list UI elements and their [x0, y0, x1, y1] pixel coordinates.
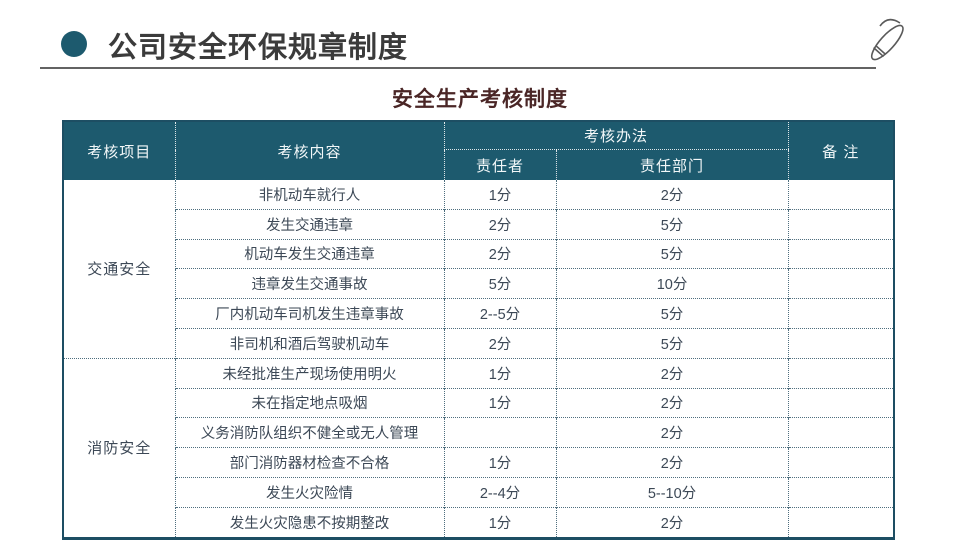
cell-remark	[787, 387, 895, 418]
cell-remark	[787, 268, 895, 299]
cell-department: 5分	[555, 298, 789, 329]
table-row: 义务消防队组织不健全或无人管理 2分	[63, 417, 895, 448]
cell-remark	[787, 447, 895, 478]
header-item: 考核项目	[63, 121, 175, 180]
cell-person: 1分	[443, 180, 556, 210]
header-content: 考核内容	[174, 121, 444, 180]
header-method: 考核办法	[443, 121, 789, 150]
table-row: 机动车发生交通违章 2分 5分	[63, 238, 895, 269]
cell-person: 1分	[443, 357, 556, 389]
cell-department: 5分	[555, 238, 789, 269]
cell-department: 2分	[555, 357, 789, 389]
page-title: 公司安全环保规章制度	[108, 32, 409, 64]
table-row: 厂内机动车司机发生违章事故 2--5分 5分	[63, 298, 895, 329]
cell-content: 机动车发生交通违章	[174, 238, 444, 269]
header-responsible-person: 责任者	[443, 149, 556, 180]
cell-content: 非司机和酒后驾驶机动车	[174, 327, 444, 359]
table-row: 发生火灾险情 2--4分 5--10分	[63, 476, 895, 508]
cell-person: 1分	[443, 447, 556, 478]
cell-remark	[787, 357, 895, 389]
cell-department: 5分	[555, 208, 789, 240]
table-header: 考核项目 考核内容 考核办法 备 注 责任者 责任部门	[63, 121, 895, 180]
cell-content: 厂内机动车司机发生违章事故	[174, 298, 444, 329]
table-row: 发生火灾隐患不按期整改 1分 2分	[63, 506, 895, 539]
cell-department: 2分	[555, 180, 789, 210]
cell-content: 发生火灾险情	[174, 476, 444, 508]
cell-person	[443, 417, 556, 448]
cell-content: 义务消防队组织不健全或无人管理	[174, 417, 444, 448]
cell-department: 2分	[555, 417, 789, 448]
cell-person: 2分	[443, 238, 556, 269]
cell-remark	[787, 238, 895, 269]
cell-remark	[787, 180, 895, 210]
cell-content: 发生交通违章	[174, 208, 444, 240]
table-row: 违章发生交通事故 5分 10分	[63, 268, 895, 299]
cell-person: 1分	[443, 387, 556, 418]
cell-content: 发生火灾隐患不按期整改	[174, 506, 444, 539]
cell-content: 违章发生交通事故	[174, 268, 444, 299]
table-row: 交通安全 非机动车就行人 1分 2分	[63, 180, 895, 278]
cell-person: 1分	[443, 506, 556, 539]
cell-remark	[787, 476, 895, 508]
table-row: 消防安全 未经批准生产现场使用明火 1分 2分	[63, 357, 895, 539]
cell-content: 部门消防器材检查不合格	[174, 447, 444, 478]
cell-remark	[787, 506, 895, 539]
cell-person: 2分	[443, 208, 556, 240]
header-responsible-department: 责任部门	[555, 149, 789, 180]
table-title: 安全生产考核制度	[392, 88, 568, 111]
cell-person: 5分	[443, 268, 556, 299]
group-cell-fire-safety: 消防安全	[63, 357, 175, 539]
group-cell-traffic-safety: 交通安全	[87, 261, 152, 279]
table-row: 非司机和酒后驾驶机动车 2分 5分	[63, 327, 895, 359]
cell-content: 未经批准生产现场使用明火	[174, 357, 444, 389]
cell-content: 非机动车就行人	[174, 180, 444, 210]
cell-department: 2分	[555, 506, 789, 539]
table-row: 未在指定地点吸烟 1分 2分	[63, 387, 895, 418]
cell-remark	[787, 417, 895, 448]
circle-bullet-icon	[61, 31, 87, 57]
table-row: 发生交通违章 2分 5分	[63, 208, 895, 240]
cell-department: 10分	[555, 268, 789, 299]
pen-icon	[870, 18, 904, 61]
cell-content: 未在指定地点吸烟	[174, 387, 444, 418]
table-row: 部门消防器材检查不合格 1分 2分	[63, 447, 895, 478]
cell-remark	[787, 208, 895, 240]
cell-department: 5分	[555, 327, 789, 359]
assessment-table: 考核项目 考核内容 考核办法 备 注 责任者 责任部门 交通安全 非机动车就行人…	[62, 120, 896, 540]
cell-person: 2--4分	[443, 476, 556, 508]
table-body: 交通安全 非机动车就行人 1分 2分 发生交通违章 2分 5分 机动车发生交通违…	[63, 180, 895, 539]
cell-remark	[787, 327, 895, 359]
title-underline	[40, 67, 876, 69]
header-remarks: 备 注	[787, 121, 895, 180]
cell-remark	[787, 298, 895, 329]
cell-department: 2分	[555, 447, 789, 478]
cell-department: 5--10分	[555, 476, 789, 508]
cell-person: 2分	[443, 327, 556, 359]
cell-person: 2--5分	[443, 298, 556, 329]
cell-department: 2分	[555, 387, 789, 418]
